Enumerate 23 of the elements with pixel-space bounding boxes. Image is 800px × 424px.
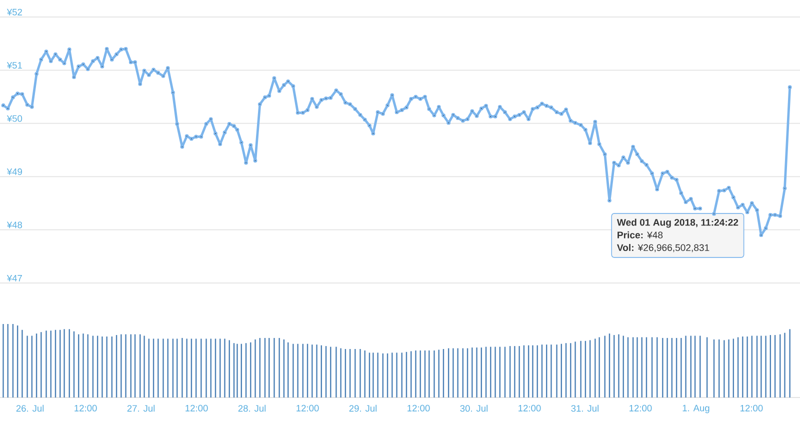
y-tick-label: ¥48 bbox=[6, 222, 22, 228]
x-tick-label: 27. Jul bbox=[127, 404, 155, 412]
x-tick-label: 26. Jul bbox=[16, 404, 44, 412]
y-tick-label: ¥50 bbox=[6, 115, 22, 122]
x-tick-label: 31. Jul bbox=[571, 404, 598, 412]
x-tick-label: 12:00 bbox=[408, 404, 430, 412]
annotation: Vol: ¥26,966,502,831 bbox=[616, 244, 710, 252]
x-tick-label: 12:00 bbox=[518, 404, 541, 412]
x-tick-label: 12:00 bbox=[296, 404, 319, 412]
x-tick-label: 12:00 bbox=[74, 404, 97, 412]
y-tick-label: ¥47 bbox=[6, 275, 22, 282]
x-tick-label: 12:00 bbox=[630, 404, 652, 412]
y-tick-label: ¥51 bbox=[6, 62, 22, 69]
y-tick-label: ¥52 bbox=[6, 8, 22, 16]
y-tick-label: ¥49 bbox=[6, 168, 22, 175]
x-tick-label: 28. Jul bbox=[238, 404, 266, 412]
x-tick-label: 30. Jul bbox=[460, 404, 488, 412]
x-tick-label: 12:00 bbox=[740, 404, 763, 412]
x-tick-label: 12:00 bbox=[186, 404, 208, 412]
annotation: Price: ¥48 bbox=[618, 231, 663, 238]
x-tick-label: 29. Jul bbox=[349, 404, 377, 412]
annotation: Wed 01 Aug 2018, 11:24:22 bbox=[616, 218, 738, 228]
x-tick-label: 1. Aug bbox=[682, 404, 710, 414]
